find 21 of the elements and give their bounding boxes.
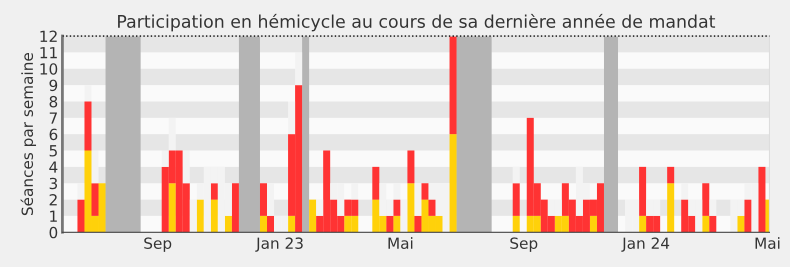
y-tick-label: 3: [50, 178, 58, 190]
y-axis-title: Séances par semaine: [20, 53, 36, 216]
chart-title: Participation en hémicycle au cours de sa dernière année de mandat: [118, 14, 716, 32]
y-tick-label: 1: [50, 210, 57, 222]
x-tick-label: Mai: [388, 237, 412, 249]
x-tick-label: Sep: [144, 237, 172, 252]
y-tick-label: 11: [40, 47, 57, 58]
y-tick-label: 6: [50, 128, 58, 140]
y-tick-label: 2: [50, 194, 57, 206]
x-tick-label: Jan 24: [621, 237, 670, 252]
y-tick-label: 9: [49, 80, 58, 92]
x-tick-label: Sep: [510, 237, 538, 252]
y-tick-label: 0: [50, 226, 58, 238]
y-tick-label: 7: [50, 112, 57, 124]
y-tick-label: 10: [40, 63, 58, 75]
x-tick-label: Mai: [756, 237, 780, 249]
x-tick-label: Jan 23: [255, 237, 303, 252]
y-tick-label: 5: [50, 145, 57, 157]
y-tick-label: 8: [50, 96, 58, 108]
y-tick-label: 4: [49, 162, 58, 173]
y-tick-label: 12: [40, 30, 57, 42]
